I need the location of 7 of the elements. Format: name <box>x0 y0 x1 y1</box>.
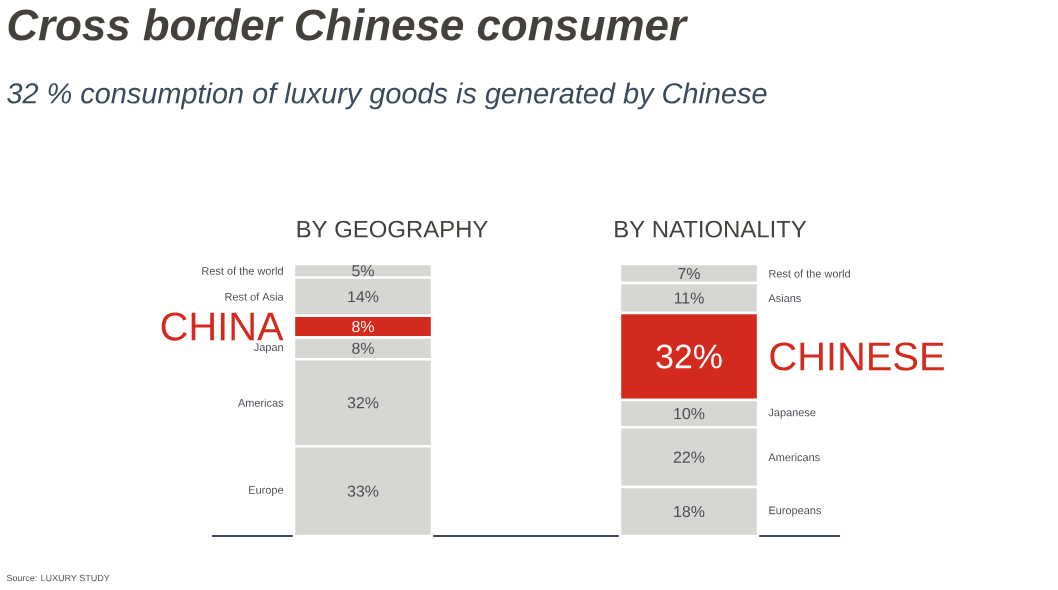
data-label: 32% <box>656 344 722 369</box>
text: Cross border Chinese consumer <box>8 8 689 41</box>
chart-title: BY NATIONALITY <box>615 220 807 238</box>
series-label: CHINESE <box>770 342 944 371</box>
chart-title: BY GEOGRAPHY <box>297 220 488 238</box>
series-label: CHINA <box>161 312 284 341</box>
text: 32 % consumption of luxury goods is generated by Chinese <box>7 82 767 110</box>
